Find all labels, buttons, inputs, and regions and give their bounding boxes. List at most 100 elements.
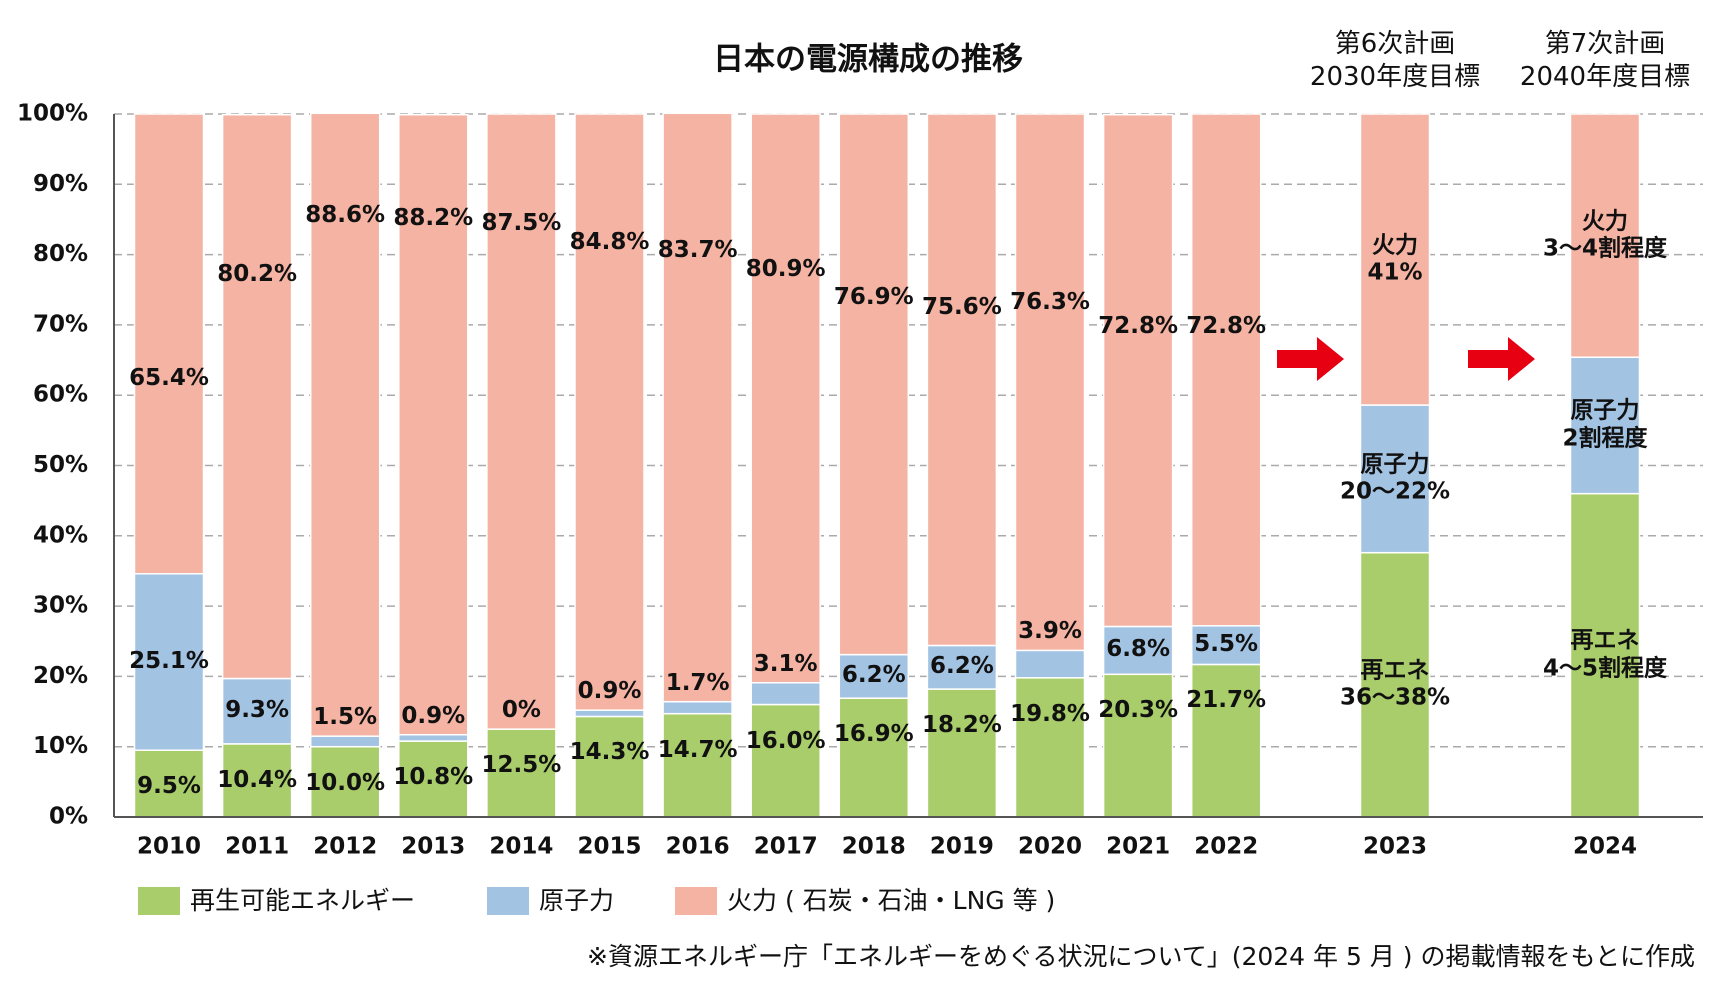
value-label: 83.7% (657, 236, 738, 263)
bar-segment (1190, 113, 1262, 627)
bar-segment (486, 113, 557, 730)
legend-label: 再生可能エネルギー (190, 886, 415, 915)
value-label: 12.5% (481, 752, 562, 779)
bar-segment (133, 749, 205, 818)
value-label: 16.9% (833, 721, 914, 748)
value-label: 3.9% (1018, 618, 1082, 645)
legend-swatch (487, 887, 529, 915)
y-tick-label: 70% (33, 311, 88, 337)
value-label: 14.3% (569, 739, 650, 766)
bar-segment (926, 113, 998, 647)
x-tick-label: 2024 (1573, 834, 1637, 860)
bar-segment (1014, 677, 1086, 818)
arrow (1277, 337, 1344, 381)
y-tick-label: 30% (33, 593, 88, 619)
bar-segment (838, 113, 910, 656)
y-tick-label: 20% (33, 663, 88, 689)
value-label: 76.9% (833, 284, 914, 311)
bar-segment (1569, 113, 1641, 358)
bar-segment (574, 715, 645, 818)
y-tick-label: 100% (17, 101, 88, 127)
bar-segment (1102, 625, 1174, 676)
bar-segment (662, 712, 733, 818)
x-tick-label: 2016 (666, 834, 730, 860)
value-label: 火力 41% (1367, 231, 1423, 286)
x-tick-label: 2011 (225, 834, 289, 860)
x-tick-label: 2020 (1018, 834, 1082, 860)
bar-segment (1190, 663, 1262, 818)
value-label: 火力 3〜4割程度 (1542, 208, 1668, 262)
bar-segment (1359, 404, 1431, 554)
legend-label: 火力 ( 石炭・石油・LNG 等 ) (727, 886, 1055, 915)
bar-segment (1359, 113, 1431, 406)
bar-segment (1359, 551, 1431, 818)
bar-segment (838, 653, 910, 699)
arrow (1468, 337, 1535, 381)
value-label: 6.2% (929, 653, 994, 680)
x-tick-label: 2013 (401, 834, 465, 860)
value-label: 1.5% (313, 704, 378, 731)
value-label: 87.5% (481, 210, 562, 237)
x-tick-label: 2018 (842, 834, 906, 860)
y-tick-label: 0% (49, 804, 88, 830)
value-label: 6.2% (841, 662, 906, 689)
bar-segment (398, 733, 469, 742)
value-label: 75.6% (921, 293, 1002, 320)
value-label: 10.4% (217, 767, 297, 794)
value-label: 0.9% (401, 702, 466, 729)
x-tick-label: 2023 (1363, 834, 1427, 860)
value-label: 9.3% (225, 697, 289, 724)
value-label: 72.8% (1098, 313, 1178, 340)
annotation: 第7次計画 2040年度目標 (1519, 29, 1691, 92)
x-tick-label: 2015 (577, 834, 641, 860)
bar-segment (133, 113, 205, 575)
bar-segment (221, 113, 293, 680)
bar-segment (133, 573, 205, 751)
x-tick-label: 2022 (1194, 834, 1258, 860)
value-label: 18.2% (921, 712, 1002, 739)
value-label: 5.5% (1194, 631, 1259, 658)
value-label: 72.8% (1186, 313, 1267, 340)
annotation: 第6次計画 2030年度目標 (1309, 29, 1481, 92)
bar-segment (1102, 673, 1174, 818)
bar-segment (309, 735, 381, 748)
value-label: 88.6% (305, 202, 386, 229)
x-tick-label: 2019 (930, 834, 994, 860)
bar-segment (574, 113, 645, 711)
value-label: 14.7% (657, 736, 738, 763)
value-label: 原子力 20〜22% (1339, 451, 1451, 505)
bar-segment (1569, 492, 1641, 818)
value-label: 76.3% (1010, 288, 1090, 315)
y-tick-label: 60% (33, 382, 88, 408)
bar-segment (926, 688, 998, 818)
y-tick-label: 90% (33, 171, 88, 197)
bar-segment (662, 700, 733, 715)
chart-title: 日本の電源構成の推移 (713, 42, 1023, 78)
y-tick-label: 50% (33, 452, 88, 478)
bar-segment (750, 703, 821, 818)
y-tick-label: 10% (33, 733, 88, 759)
x-tick-label: 2021 (1106, 834, 1170, 860)
bar-segment (838, 697, 910, 818)
y-tick-label: 80% (33, 241, 88, 267)
bar-segment (750, 681, 821, 706)
value-label: 10.0% (305, 769, 386, 796)
value-label: 9.5% (137, 773, 201, 800)
y-tick-label: 40% (33, 522, 88, 548)
value-label: 原子力 2割程度 (1562, 397, 1648, 452)
value-label: 25.1% (129, 648, 209, 675)
value-label: 16.0% (745, 727, 826, 754)
legend-swatch (138, 887, 180, 915)
value-label: 6.8% (1106, 636, 1170, 663)
value-label: 88.2% (393, 205, 474, 232)
bar-segment (1102, 113, 1174, 628)
bar-segment (926, 644, 998, 690)
bar-segment (221, 677, 293, 745)
legend-label: 原子力 (539, 886, 614, 915)
bar-segment (398, 113, 469, 736)
value-label: 20.3% (1098, 697, 1178, 724)
value-label: 80.2% (217, 261, 297, 288)
bar-segment (750, 113, 821, 684)
